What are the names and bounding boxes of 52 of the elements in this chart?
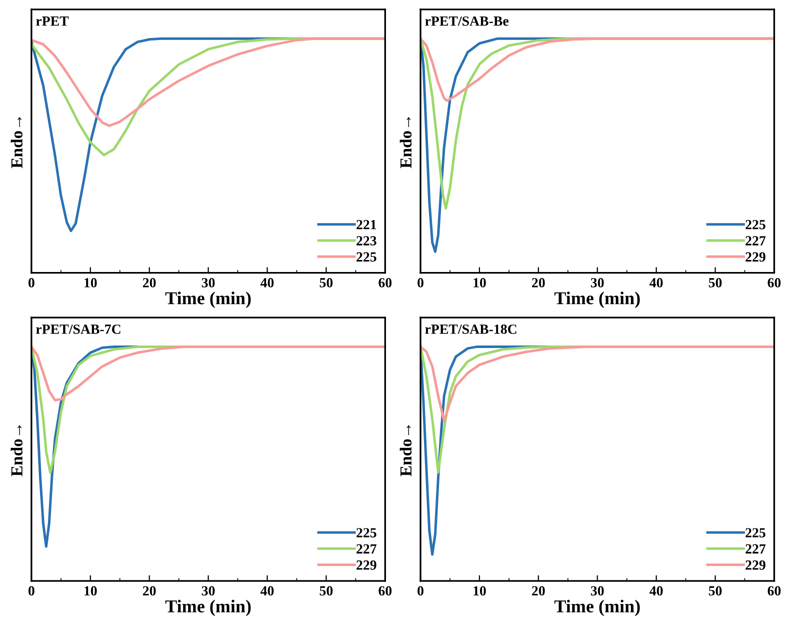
x-tick-label: 50	[320, 586, 333, 596]
chart-title: rPET/SAB-18C	[425, 324, 516, 334]
x-tick-label: 30	[202, 586, 215, 596]
x-tick-label: 20	[142, 586, 156, 596]
legend-label: 225	[356, 252, 376, 262]
x-tick-label: 0	[28, 278, 34, 288]
x-tick-label: 10	[474, 278, 486, 288]
x-tick-label: 20	[532, 586, 545, 596]
x-axis-title: Time (min)	[554, 600, 640, 616]
legend-label: 229	[746, 252, 766, 262]
x-axis-title: Time (min)	[554, 292, 640, 308]
x-tick-label: 30	[590, 586, 604, 596]
x-tick-label: 20	[532, 278, 545, 288]
legend-label: 225	[356, 528, 376, 538]
x-tick-label: 10	[84, 278, 97, 288]
chart-title: rPET	[36, 16, 69, 26]
x-tick-label: 30	[202, 278, 215, 288]
x-tick-label: 60	[378, 278, 392, 288]
x-tick-label: 0	[28, 586, 34, 596]
x-axis-title: Time (min)	[165, 292, 251, 308]
legend-label: 221	[356, 220, 376, 230]
x-tick-label: 10	[84, 586, 97, 596]
x-tick-label: 30	[590, 278, 604, 288]
x-tick-label: 40	[650, 586, 663, 596]
x-tick-label: 10	[474, 586, 486, 596]
x-axis-title: Time (min)	[165, 600, 251, 616]
legend-label: 229	[356, 560, 376, 570]
legend-label: 223	[356, 236, 376, 246]
legend-label: 229	[746, 560, 766, 570]
legend-label: 225	[746, 528, 766, 538]
y-axis-title: Endo→	[10, 117, 22, 168]
x-tick-label: 50	[320, 278, 333, 288]
x-tick-label: 50	[708, 278, 722, 288]
legend-label: 227	[746, 544, 766, 554]
x-tick-label: 60	[768, 278, 781, 288]
legend-label: 225	[746, 220, 766, 230]
legend-label: 227	[356, 544, 376, 554]
x-tick-label: 40	[260, 278, 274, 288]
chart-title: rPET/SAB-7C	[36, 324, 120, 334]
x-tick-label: 50	[708, 586, 722, 596]
y-axis-title: Endo→	[400, 117, 412, 168]
x-tick-label: 60	[378, 586, 392, 596]
x-tick-label: 20	[142, 278, 156, 288]
x-tick-label: 40	[260, 586, 274, 596]
y-axis-title: Endo→	[10, 425, 22, 476]
x-tick-label: 0	[418, 586, 424, 596]
x-tick-label: 0	[418, 278, 424, 288]
x-tick-label: 40	[650, 278, 663, 288]
chart-title: rPET/SAB-Be	[425, 16, 508, 26]
y-axis-title: Endo→	[400, 425, 412, 476]
x-tick-label: 60	[768, 586, 781, 596]
legend-label: 227	[746, 236, 766, 246]
